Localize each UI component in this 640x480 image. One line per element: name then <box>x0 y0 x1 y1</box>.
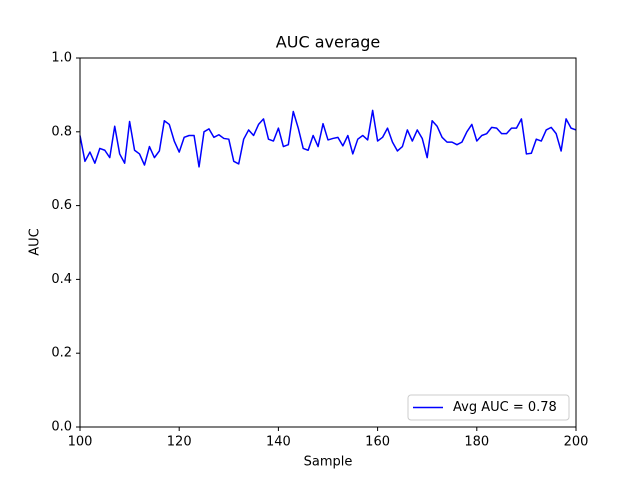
y-tick-label: 0.6 <box>51 198 72 213</box>
y-tick-label: 0.2 <box>51 346 72 361</box>
x-tick-label: 180 <box>464 435 489 450</box>
y-tick-label: 0.4 <box>51 272 72 287</box>
x-axis-label: Sample <box>304 455 353 470</box>
y-tick-label: 1.0 <box>51 51 72 66</box>
chart-title: AUC average <box>276 33 380 52</box>
axes-frame <box>79 57 577 428</box>
x-tick-label: 120 <box>167 435 192 450</box>
x-tick-label: 100 <box>68 435 93 450</box>
legend-box <box>407 394 570 421</box>
x-tick-label: 160 <box>365 435 390 450</box>
plot-area <box>79 109 577 168</box>
y-tick-label: 0.0 <box>51 420 72 435</box>
legend-label: Avg AUC = 0.78 <box>453 400 557 415</box>
y-axis-label: AUC <box>28 228 43 256</box>
x-tick-label: 140 <box>266 435 291 450</box>
data-line <box>79 109 577 168</box>
x-tick-label: 200 <box>564 435 589 450</box>
y-tick-label: 0.8 <box>51 124 72 139</box>
